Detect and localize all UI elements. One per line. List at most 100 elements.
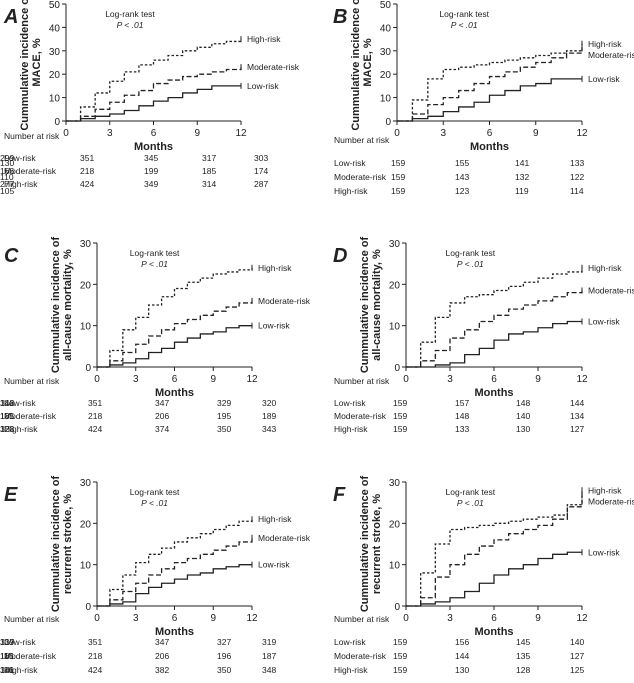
y-tick-label: 0 [85, 363, 91, 374]
risk-table-cell: 122 [570, 172, 584, 182]
risk-table-group-label: Low-risk [334, 398, 366, 408]
y-tick-label: 10 [389, 322, 401, 333]
y-tick-label: 10 [80, 322, 92, 333]
risk-table-cell: 320 [262, 398, 276, 408]
risk-table-cell: 319 [262, 637, 276, 647]
risk-table-group-label: Low-risk [4, 398, 36, 408]
y-axis-title-line: Cummulative incidence of [359, 476, 371, 613]
risk-table-cell: 159 [393, 398, 407, 408]
y-tick-label: 30 [80, 239, 92, 250]
risk-table-cell: 143 [455, 172, 469, 182]
x-tick-label: 9 [210, 374, 216, 385]
x-tick-label: 9 [535, 374, 541, 385]
logrank-test-label: Log-rank test [105, 9, 155, 19]
risk-table-cell: 327 [217, 637, 231, 647]
risk-table-cell: 110 [0, 172, 14, 182]
risk-table-cell: 174 [254, 166, 268, 176]
risk-table-cell: 155 [455, 158, 469, 168]
risk-table-cell: 318 [0, 398, 14, 408]
y-axis-title: Cummulative incidence ofall-cause mortal… [50, 237, 74, 374]
risk-table-cell: 382 [155, 665, 169, 675]
risk-table-cell: 157 [455, 398, 469, 408]
panel-letter: C [4, 245, 19, 267]
series-label: Moderate-risk [258, 533, 311, 543]
risk-table-cell: 287 [254, 179, 268, 189]
x-tick-label: 0 [403, 374, 409, 385]
risk-table-cell: 424 [88, 424, 102, 434]
risk-table-group-label: High-risk [334, 186, 368, 196]
logrank-test-label: Log-rank test [130, 487, 180, 497]
x-axis-title: Months [470, 141, 509, 153]
y-tick-label: 50 [380, 0, 392, 11]
risk-table-cell: 134 [570, 411, 584, 421]
x-tick-label: 6 [491, 613, 497, 624]
risk-table-cell: 123 [455, 186, 469, 196]
risk-table-cell: 218 [80, 166, 94, 176]
x-tick-label: 6 [172, 613, 178, 624]
risk-table-cell: 159 [391, 186, 405, 196]
series-label: High-risk [588, 263, 622, 273]
x-tick-label: 3 [440, 128, 446, 139]
risk-table-group-label: Low-risk [4, 153, 36, 163]
risk-table-cell: 140 [516, 411, 530, 421]
series-line-high-risk [406, 267, 583, 368]
series-label: High-risk [258, 263, 292, 273]
series-label: Low-risk [258, 321, 290, 331]
y-tick-label: 30 [49, 47, 61, 58]
series-label: Low-risk [588, 74, 620, 84]
series-line-moderate-risk [406, 290, 583, 368]
x-tick-label: 12 [576, 613, 588, 624]
y-tick-label: 40 [49, 23, 61, 34]
panel-letter: A [3, 6, 18, 28]
risk-table-cell: 119 [515, 186, 529, 196]
risk-table-cell: 351 [88, 637, 102, 647]
risk-table-cell: 185 [202, 166, 216, 176]
series-line-moderate-risk [66, 67, 242, 122]
risk-table-cell: 195 [217, 411, 231, 421]
y-axis-title-line: Cummulative incidence of [359, 237, 371, 374]
y-axis-title-line: MACE, % [31, 38, 43, 87]
risk-table-title: Number at risk [334, 614, 390, 624]
y-axis-title-line: Cummulative incidence of [19, 0, 31, 131]
x-tick-label: 12 [246, 613, 258, 624]
risk-table-cell: 131 [0, 411, 14, 421]
panel-letter: F [333, 484, 346, 506]
y-axis-title-line: Cummulative incidence of [350, 0, 362, 131]
x-tick-label: 0 [63, 128, 69, 139]
x-tick-label: 3 [447, 613, 453, 624]
series-line-high-risk [97, 519, 253, 607]
y-tick-label: 20 [389, 519, 401, 530]
panel-a: A 0 10 20 30 40 50 0 3 6 9 12 Months Cummulative inci… [0, 0, 300, 189]
x-tick-label: 3 [133, 374, 139, 385]
risk-table-cell: 144 [455, 651, 469, 661]
series-label: Moderate-risk [588, 286, 634, 296]
x-tick-label: 12 [235, 128, 247, 139]
series-label: High-risk [247, 34, 281, 44]
x-tick-label: 0 [403, 613, 409, 624]
risk-table-cell: 133 [455, 424, 469, 434]
risk-table-cell: 181 [0, 651, 14, 661]
risk-table-cell: 148 [516, 398, 530, 408]
series-line-low-risk [406, 551, 582, 607]
series-label: High-risk [258, 514, 292, 524]
risk-table-cell: 105 [0, 186, 14, 196]
y-tick-label: 0 [385, 117, 391, 128]
risk-table-cell: 196 [217, 651, 231, 661]
x-axis-title: Months [155, 626, 194, 638]
series-label: Low-risk [247, 81, 279, 91]
y-tick-label: 10 [389, 561, 401, 572]
series-line-low-risk [97, 564, 252, 607]
risk-table-title: Number at risk [334, 135, 390, 145]
x-tick-label: 0 [394, 128, 400, 139]
p-value-label: P < .01 [457, 498, 484, 508]
risk-table-cell: 166 [0, 166, 14, 176]
logrank-test-label: Log-rank test [439, 9, 489, 19]
risk-table-cell: 206 [155, 651, 169, 661]
y-tick-label: 50 [49, 0, 61, 11]
x-tick-label: 0 [94, 613, 100, 624]
series-label: Moderate-risk [588, 50, 634, 60]
risk-table-cell: 218 [88, 651, 102, 661]
y-tick-label: 10 [80, 561, 92, 572]
risk-table-cell: 351 [88, 398, 102, 408]
risk-table-cell: 351 [80, 153, 94, 163]
